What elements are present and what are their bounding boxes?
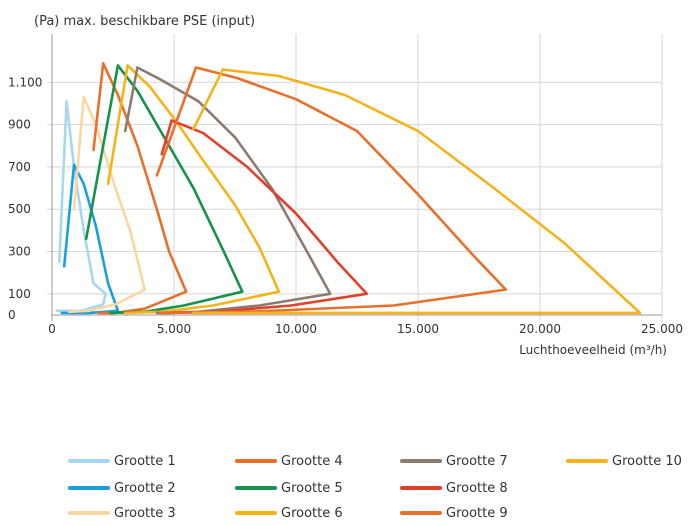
series-line-grootte-6 xyxy=(106,64,281,315)
tick-labels: 0 100 300 500 700 900 1.100 0 5.000 10.000 15.000 2… xyxy=(8,75,683,336)
legend-swatch xyxy=(400,459,442,463)
series-line-grootte-3 xyxy=(67,95,146,314)
grid xyxy=(47,34,663,321)
legend-item-grootte-2: Grootte 2 xyxy=(68,479,176,497)
series-line-grootte-4 xyxy=(92,61,188,315)
legend-label: Grootte 2 xyxy=(114,480,176,496)
legend-label: Grootte 4 xyxy=(281,453,343,469)
legend-item-grootte-9: Grootte 9 xyxy=(400,504,508,522)
legend: Grootte 1 Grootte 2 Grootte 3 Grootte 4 Groo… xyxy=(0,440,689,526)
legend-swatch xyxy=(400,511,442,515)
legend-label: Grootte 8 xyxy=(446,480,508,496)
x-tick-label: 10.000 xyxy=(275,322,317,336)
chart-svg: 0 100 300 500 700 900 1.100 0 5.000 10.000 15.000 2… xyxy=(8,14,683,357)
x-tick-label: 0 xyxy=(48,322,56,336)
legend-label: Grootte 1 xyxy=(114,453,176,469)
legend-swatch xyxy=(68,511,110,515)
series-line-grootte-9 xyxy=(155,66,508,315)
legend-label: Grootte 5 xyxy=(281,480,343,496)
legend-swatch xyxy=(235,511,277,515)
y-tick-label: 500 xyxy=(8,202,31,216)
legend-item-grootte-6: Grootte 6 xyxy=(235,504,343,522)
y-tick-label: 1.100 xyxy=(8,75,42,89)
legend-label: Grootte 7 xyxy=(446,453,508,469)
x-tick-label: 25.000 xyxy=(641,322,683,336)
x-axis-label: Luchthoeveelheid (m³/h) xyxy=(519,343,667,357)
legend-item-grootte-5: Grootte 5 xyxy=(235,479,343,497)
series-layer xyxy=(55,61,642,315)
legend-item-grootte-10: Grootte 10 xyxy=(566,452,682,470)
series-line-grootte-8 xyxy=(160,119,369,315)
legend-swatch xyxy=(235,486,277,490)
x-tick-label: 15.000 xyxy=(397,322,439,336)
series-line-grootte-7 xyxy=(123,66,332,315)
legend-swatch xyxy=(68,486,110,490)
legend-item-grootte-7: Grootte 7 xyxy=(400,452,508,470)
series-line-grootte-2 xyxy=(60,163,120,315)
legend-label: Grootte 3 xyxy=(114,505,176,521)
legend-swatch xyxy=(68,459,110,463)
y-tick-label: 100 xyxy=(8,287,31,301)
legend-swatch xyxy=(235,459,277,463)
legend-swatch xyxy=(400,486,442,490)
series-line-grootte-5 xyxy=(84,64,244,315)
legend-label: Grootte 10 xyxy=(612,453,682,469)
x-tick-label: 5.000 xyxy=(157,322,191,336)
y-tick-label: 900 xyxy=(8,118,31,132)
legend-item-grootte-3: Grootte 3 xyxy=(68,504,176,522)
x-tick-label: 20.000 xyxy=(519,322,561,336)
series-line-grootte-1 xyxy=(55,100,107,313)
legend-item-grootte-8: Grootte 8 xyxy=(400,479,508,497)
legend-item-grootte-4: Grootte 4 xyxy=(235,452,343,470)
legend-swatch xyxy=(566,459,608,463)
y-tick-label: 700 xyxy=(8,160,31,174)
legend-label: Grootte 6 xyxy=(281,505,343,521)
legend-item-grootte-1: Grootte 1 xyxy=(68,452,176,470)
y-tick-label: 0 xyxy=(8,308,16,322)
series-line-grootte-10 xyxy=(192,68,642,315)
legend-label: Grootte 9 xyxy=(446,505,508,521)
y-tick-label: 300 xyxy=(8,245,31,259)
chart-title: (Pa) max. beschikbare PSE (input) xyxy=(34,14,255,29)
